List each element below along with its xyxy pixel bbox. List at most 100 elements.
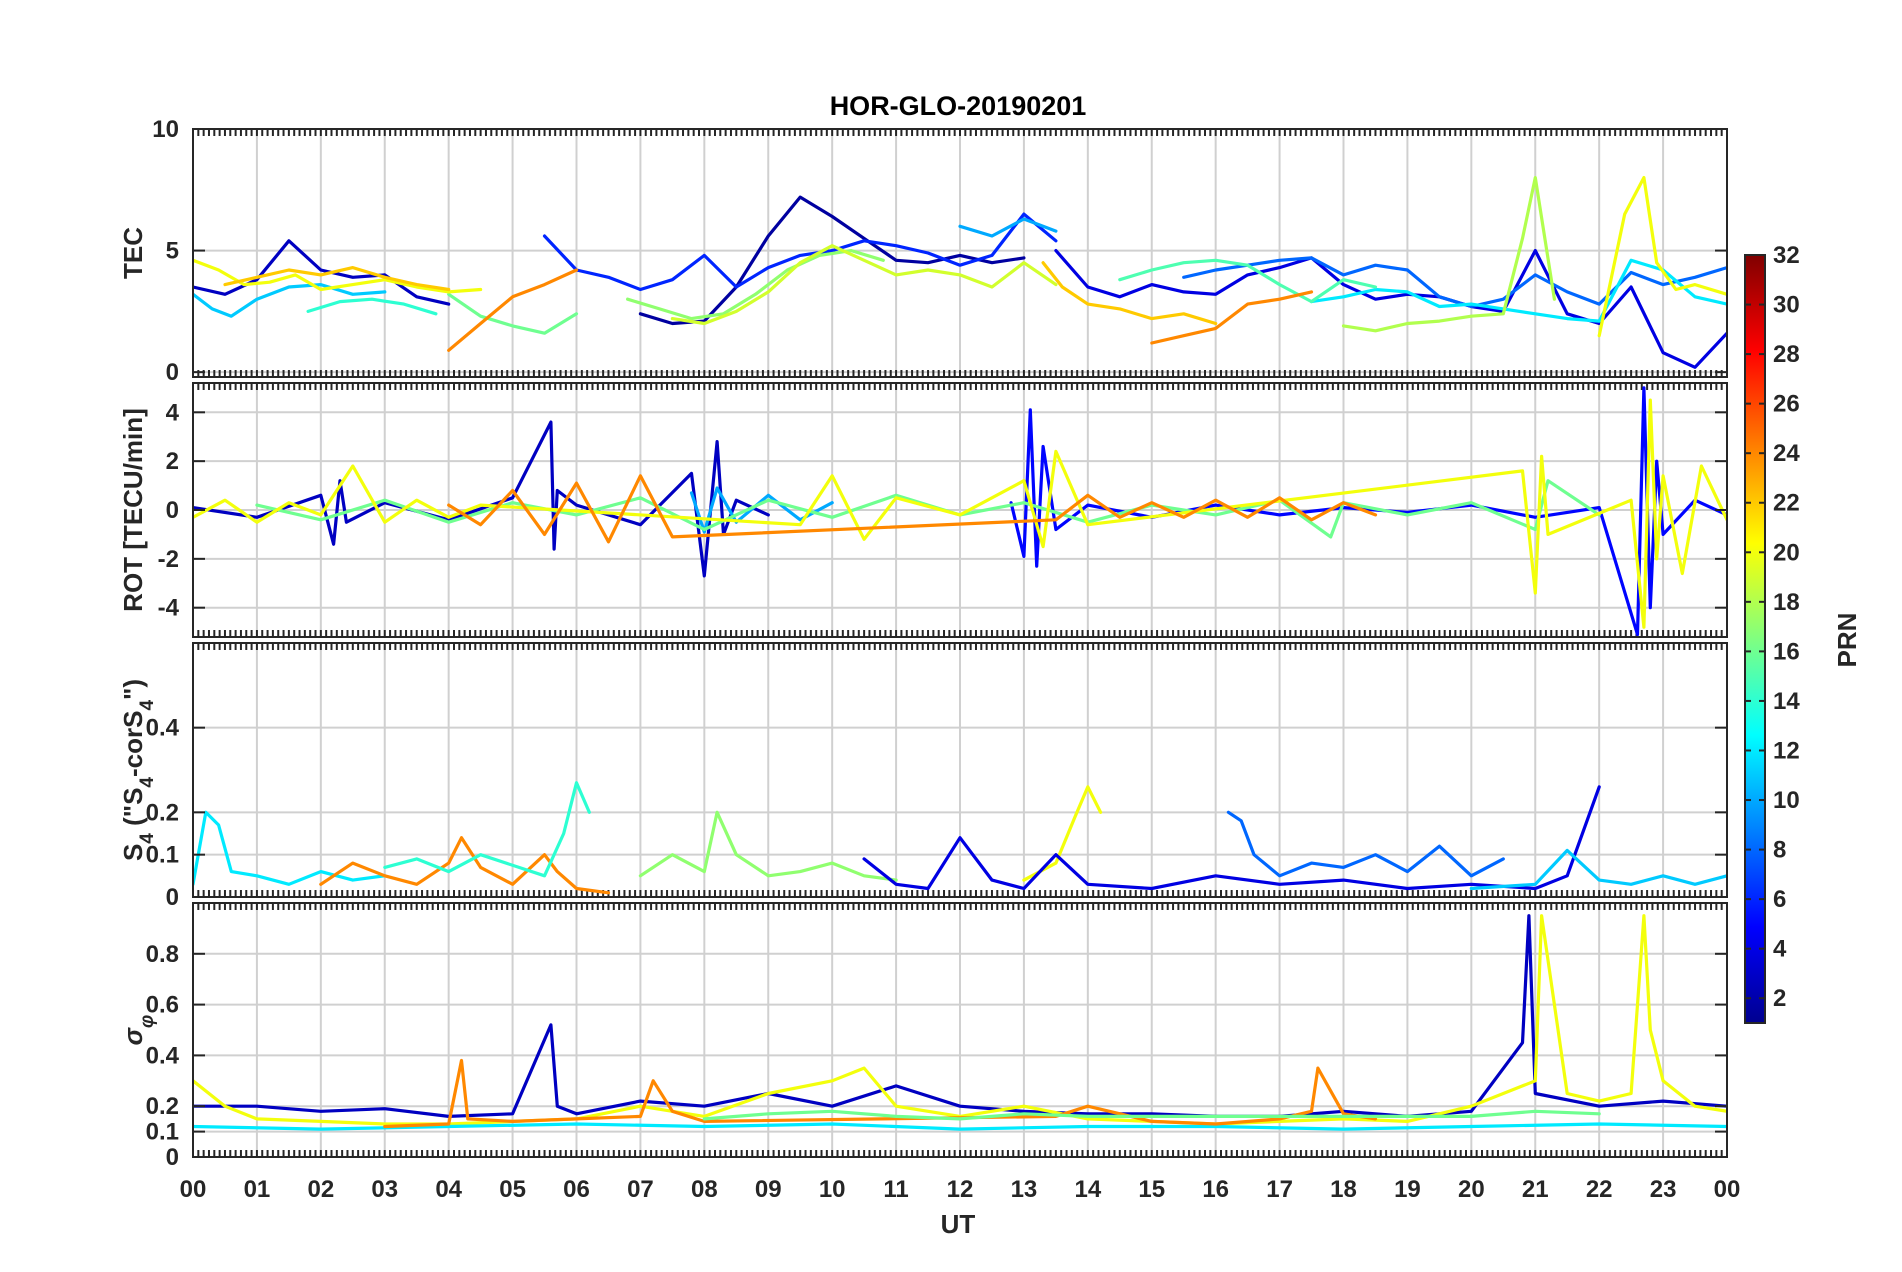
x-tick-label: 16	[1202, 1176, 1229, 1203]
axes-box	[192, 642, 1728, 898]
series-prn-24	[383, 1058, 1378, 1129]
series-prn-3	[193, 239, 451, 306]
colorbar-tick-label: 8	[1773, 837, 1786, 864]
series-prn-10	[958, 217, 1058, 238]
series-prn-16	[702, 1109, 1601, 1121]
colorbar-tick-label: 26	[1773, 391, 1800, 418]
series-prn-15	[1118, 258, 1378, 304]
series-prn-12	[1309, 258, 1727, 323]
x-tick-label: 01	[244, 1176, 271, 1203]
series-prn-20	[1597, 176, 1727, 338]
series-prn-12	[193, 810, 387, 886]
series-prn-20	[193, 258, 483, 294]
x-tick-label: 10	[819, 1176, 846, 1203]
y-tick-label: 0.6	[146, 992, 179, 1019]
axes-box	[192, 902, 1728, 1158]
x-tick-label: 19	[1394, 1176, 1421, 1203]
x-tick-label: 13	[1011, 1176, 1038, 1203]
panel-rot: -4 -2 0 2 4 ROT [TECU/min]	[118, 382, 1728, 638]
y-tick-label: 0.8	[146, 941, 179, 968]
y-tick-label: 0	[166, 359, 179, 386]
y-tick-label: 0.2	[146, 1093, 179, 1120]
y-axis-label-rot: ROT [TECU/min]	[118, 408, 148, 612]
panel-s4: 0 0.1 0.2 0.4S4 ("S4-corS4")	[118, 642, 1728, 911]
x-tick-label: 04	[435, 1176, 462, 1203]
x-tick-label: 14	[1074, 1176, 1101, 1203]
series-prn-3	[193, 914, 1727, 1119]
series-prn-24	[1150, 290, 1314, 345]
colorbar-tick-label: 14	[1773, 688, 1800, 715]
x-axis-label: UT	[941, 1209, 976, 1239]
x-tick-label: 00	[180, 1176, 207, 1203]
colorbar-tick-label: 20	[1773, 539, 1800, 566]
series-prn-22	[223, 266, 451, 292]
x-tick-label: 05	[499, 1176, 526, 1203]
x-tick-label: 20	[1458, 1176, 1485, 1203]
x-tick-label: 00	[1714, 1176, 1741, 1203]
x-tick-label: 07	[627, 1176, 654, 1203]
y-tick-label: 0	[166, 1144, 179, 1171]
series-prn-6	[542, 212, 1058, 292]
axes-box	[192, 128, 1728, 378]
y-axis-label-sigma: σφ	[118, 1015, 158, 1046]
y-axis-label-s4: S4 ("S4-corS4")	[118, 679, 158, 861]
series-prn-18	[1341, 176, 1557, 333]
colorbar-tick-label: 10	[1773, 787, 1800, 814]
panel-sigma: 00.10.2 0.4 0.6 0.8 σφ	[118, 902, 1728, 1171]
colorbar-tick-label: 6	[1773, 886, 1786, 913]
colorbar-tick-label: 4	[1773, 936, 1787, 963]
series-prn-8	[1182, 256, 1727, 309]
colorbar-tick-label: 16	[1773, 638, 1800, 665]
series-prn-17	[625, 249, 885, 321]
x-tick-label: 11	[883, 1176, 908, 1203]
y-tick-label: 0.1	[146, 1119, 179, 1146]
series-prn-14	[383, 781, 591, 878]
y-tick-label: 4	[166, 399, 180, 426]
series-prn-12	[193, 1122, 1727, 1131]
colorbar-label: PRN	[1832, 613, 1862, 668]
series-prn-20	[1022, 785, 1103, 882]
series-prn-14	[306, 297, 438, 316]
series-prn-4	[1054, 249, 1727, 369]
series-prn-8	[1226, 810, 1505, 878]
x-tick-label: 12	[947, 1176, 974, 1203]
y-tick-label: 0.4	[146, 1042, 180, 1069]
y-tick-label: 0.2	[146, 799, 179, 826]
series-prn-20	[193, 914, 1727, 1126]
series-prn-20	[193, 398, 1727, 629]
y-tick-label: 0	[166, 884, 179, 911]
y-tick-label: -2	[158, 546, 179, 573]
x-tick-label: 09	[755, 1176, 782, 1203]
y-tick-label: 0.1	[146, 842, 179, 869]
series-prn-4	[862, 785, 1601, 891]
x-tick-label: 21	[1522, 1176, 1549, 1203]
series-prn-16	[255, 479, 1601, 539]
x-tick-label: 08	[691, 1176, 718, 1203]
series-prn-17	[638, 810, 898, 882]
series-prn-16	[447, 292, 579, 335]
series-prn-11	[1469, 848, 1727, 891]
colorbar-tick-label: 32	[1773, 242, 1800, 269]
x-tick-label: 02	[307, 1176, 334, 1203]
colorbar-tick-label: 22	[1773, 490, 1800, 517]
colorbar-tick-label: 28	[1773, 341, 1800, 368]
x-tick-label: 18	[1330, 1176, 1357, 1203]
x-tick-label: 23	[1650, 1176, 1677, 1203]
x-tick-label: 03	[371, 1176, 398, 1203]
colorbar-tick-label: 24	[1773, 440, 1800, 467]
y-axis-label-tec: TEC	[118, 227, 148, 279]
series-prn-11	[193, 283, 387, 318]
y-tick-label: 5	[166, 238, 179, 265]
x-tick-label: 22	[1586, 1176, 1613, 1203]
panel-tec: 0 5 10 TEC	[118, 116, 1728, 386]
y-tick-label: 0.4	[146, 715, 180, 742]
colorbar-tick-label: 30	[1773, 292, 1800, 319]
x-tick-labels: 00 01 02 03 04 05 06 07 08 09 10 11 12 13 14 15 16 17 18 19…	[180, 1176, 1741, 1203]
series-prn-24	[447, 268, 579, 352]
series-prn-24	[447, 474, 1378, 544]
series-prn-24	[319, 836, 611, 895]
